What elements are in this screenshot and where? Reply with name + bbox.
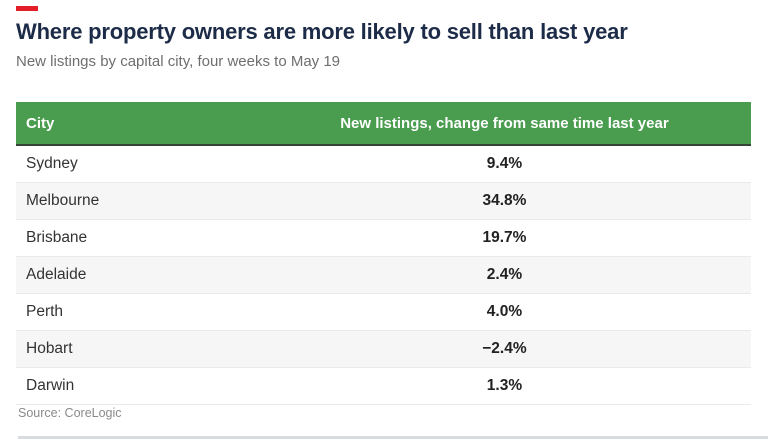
change-cell: −2.4% xyxy=(482,339,527,357)
table-row: Hobart −2.4% xyxy=(16,330,751,367)
table-row: Melbourne 34.8% xyxy=(16,182,751,219)
column-header-change: New listings, change from same time last… xyxy=(257,102,751,146)
change-cell: 4.0% xyxy=(486,302,523,320)
brand-red-dash xyxy=(16,6,38,11)
change-cell: 2.4% xyxy=(486,265,523,283)
table-row: Sydney 9.4% xyxy=(16,145,751,182)
column-header-city: City xyxy=(16,102,258,146)
city-cell: Brisbane xyxy=(26,228,88,246)
city-cell: Sydney xyxy=(26,154,78,172)
page-title: Where property owners are more likely to… xyxy=(16,19,628,44)
change-cell: 9.4% xyxy=(486,154,523,172)
city-cell: Hobart xyxy=(26,339,73,357)
city-cell: Perth xyxy=(26,302,64,320)
table-row: Adelaide 2.4% xyxy=(16,256,751,293)
listings-table: City New listings, change from same time… xyxy=(16,102,751,405)
table-header-row: City New listings, change from same time… xyxy=(16,102,751,146)
table-header: City New listings, change from same time… xyxy=(16,102,751,146)
table-body: Sydney 9.4% Melbourne 34.8% Brisbane 19.7% Ade… xyxy=(16,145,751,404)
table-row: Darwin 1.3% xyxy=(16,367,751,404)
city-cell: Adelaide xyxy=(26,265,87,283)
city-cell: Melbourne xyxy=(26,191,100,209)
change-cell: 1.3% xyxy=(486,376,523,394)
change-cell: 19.7% xyxy=(482,228,527,246)
table-row: Perth 4.0% xyxy=(16,293,751,330)
city-cell: Darwin xyxy=(26,376,75,394)
bottom-divider xyxy=(18,436,768,439)
table-row: Brisbane 19.7% xyxy=(16,219,751,256)
source-note: Source: CoreLogic xyxy=(18,406,122,420)
change-cell: 34.8% xyxy=(482,191,527,209)
page-subtitle: New listings by capital city, four weeks… xyxy=(16,53,341,70)
